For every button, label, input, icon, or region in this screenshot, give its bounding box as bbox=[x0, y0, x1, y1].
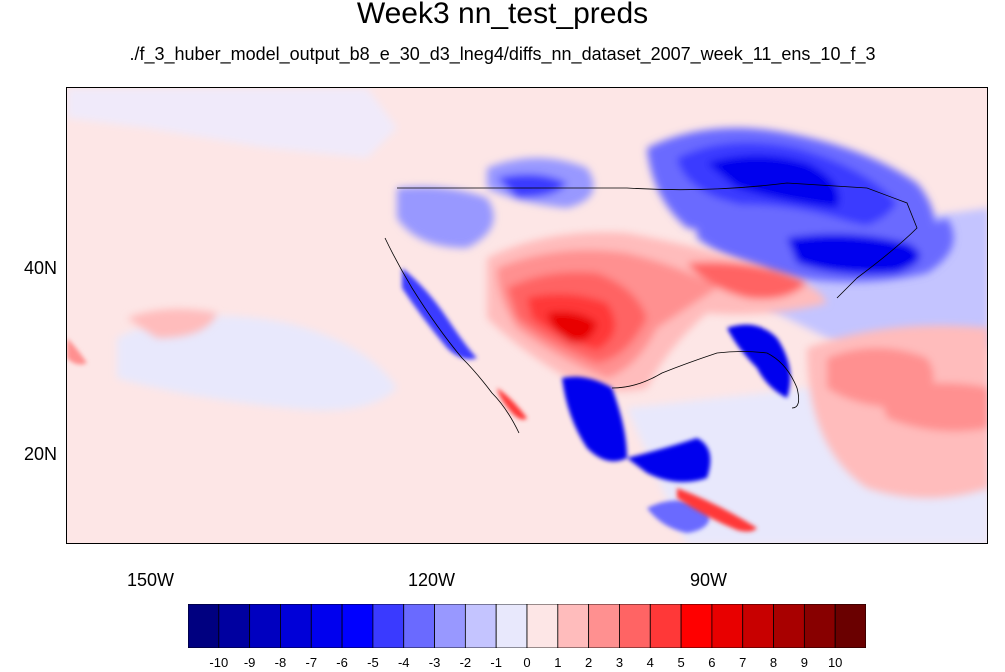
colorbar-swatch bbox=[280, 603, 312, 649]
colorbar-swatch bbox=[711, 603, 744, 649]
colorbar-swatch bbox=[403, 603, 435, 649]
colorbar-swatch bbox=[557, 603, 590, 649]
colorbar-swatch bbox=[310, 603, 343, 649]
colorbar-tick-label: 6 bbox=[708, 655, 716, 670]
lon-label-120w: 120W bbox=[408, 570, 456, 590]
map-title: Week3 nn_test_preds bbox=[356, 0, 649, 30]
colorbar-tick-label: 7 bbox=[739, 655, 747, 670]
lat-label-40n: 40N bbox=[24, 258, 58, 278]
colorbar-swatch bbox=[249, 603, 281, 649]
colorbar-tick-label: -2 bbox=[459, 655, 472, 670]
colorbar-swatch bbox=[680, 603, 713, 649]
colorbar-swatch bbox=[341, 603, 374, 649]
colorbar-swatch bbox=[464, 603, 497, 649]
colorbar-swatch bbox=[218, 603, 251, 649]
colorbar-swatch bbox=[773, 603, 805, 649]
colorbar bbox=[187, 603, 867, 649]
colorbar-tick-label: -10 bbox=[209, 655, 229, 670]
colorbar-tick-label: -1 bbox=[490, 655, 502, 670]
colorbar-tick-label: -5 bbox=[367, 655, 379, 670]
colorbar-tick-label: 0 bbox=[523, 655, 531, 670]
colorbar-swatch bbox=[495, 603, 528, 649]
colorbar-swatch bbox=[803, 603, 836, 649]
colorbar-tick-label: -3 bbox=[428, 655, 441, 670]
anomaly-field bbox=[67, 88, 987, 543]
colorbar-tick-label: 1 bbox=[554, 655, 562, 670]
colorbar-swatch bbox=[526, 603, 559, 649]
colorbar-tick-label: 9 bbox=[800, 655, 808, 670]
colorbar-swatch bbox=[588, 603, 620, 649]
colorbar-tick-label: -7 bbox=[305, 655, 318, 670]
colorbar-tick-label: 4 bbox=[646, 655, 654, 670]
colorbar-tick-label: -8 bbox=[274, 655, 287, 670]
colorbar-tick-label: 10 bbox=[827, 655, 843, 670]
colorbar-tick-label: -9 bbox=[243, 655, 256, 670]
map-subtitle: ./f_3_huber_model_output_b8_e_30_d3_lneg… bbox=[129, 44, 876, 64]
colorbar-tick-label: 8 bbox=[769, 655, 778, 670]
colorbar-swatch bbox=[742, 603, 774, 649]
lon-label-150w: 150W bbox=[127, 570, 175, 590]
colorbar-swatch bbox=[372, 603, 405, 649]
colorbar-tick-label: -4 bbox=[397, 655, 410, 670]
colorbar-tick-label: 2 bbox=[585, 655, 593, 670]
colorbar-tick-label: 5 bbox=[677, 655, 685, 670]
map-plot-area bbox=[66, 87, 988, 544]
colorbar-tick-label: -6 bbox=[336, 655, 348, 670]
colorbar-tick-label: 3 bbox=[615, 655, 624, 670]
colorbar-swatch bbox=[187, 603, 220, 649]
colorbar-swatch bbox=[649, 603, 682, 649]
colorbar-swatch bbox=[619, 603, 651, 649]
colorbar-swatch bbox=[434, 603, 466, 649]
colorbar-swatch bbox=[834, 603, 867, 649]
lat-label-20n: 20N bbox=[24, 444, 58, 464]
colorbar-swatches bbox=[187, 603, 867, 649]
lon-label-90w: 90W bbox=[690, 570, 728, 590]
